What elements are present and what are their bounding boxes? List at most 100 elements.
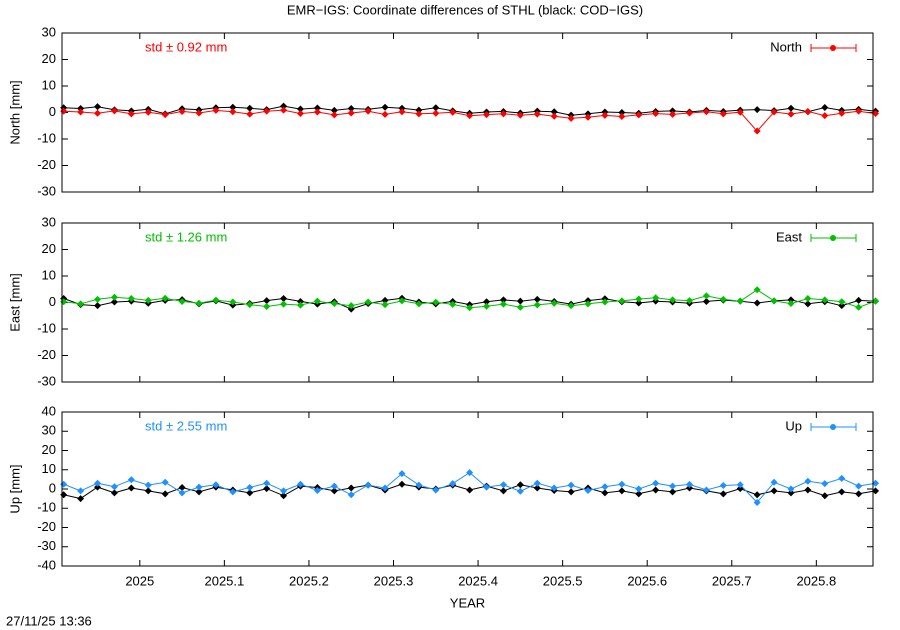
data-point [601,489,609,497]
data-point [449,108,457,116]
data-point [804,300,812,308]
data-point [127,476,135,484]
y-tick-label: 0 [49,104,56,119]
data-point [415,110,423,118]
data-point [110,107,118,115]
data-point [483,111,491,119]
y-tick-label: -40 [37,557,56,572]
data-point [330,300,338,308]
data-point [381,103,389,111]
legend-label: East [776,229,802,244]
data-point [669,296,677,304]
data-point [635,295,643,303]
data-point [263,297,271,305]
data-point [567,302,575,310]
y-tick-label: -30 [37,373,56,388]
data-point [533,110,541,118]
data-point [347,484,355,492]
data-point [212,296,220,304]
data-point [685,109,693,117]
data-point [601,298,609,306]
data-point [110,298,118,306]
data-point [313,108,321,116]
plot-area [60,102,880,135]
data-point [483,302,491,310]
data-point [855,490,863,498]
data-point [364,481,372,489]
data-point [432,298,440,306]
data-point [178,483,186,491]
data-point [347,491,355,499]
data-point [787,110,795,118]
data-point [94,295,102,303]
data-point [635,299,643,307]
y-tick-label: -30 [37,538,56,553]
y-tick-label: -20 [37,519,56,534]
data-point [516,111,524,119]
data-point [872,479,880,487]
data-point [872,487,880,495]
data-point [685,484,693,492]
data-point [330,487,338,495]
data-point [296,301,304,309]
data-point [736,481,744,489]
plot-area [60,286,880,313]
data-point [110,293,118,301]
data-point [821,112,829,120]
data-point [635,485,643,493]
data-point [516,481,524,489]
data-point [483,298,491,306]
y-tick-label: 20 [42,241,56,256]
data-point [280,106,288,114]
data-point [398,480,406,488]
data-point [415,300,423,308]
data-point [719,482,727,490]
data-point [178,107,186,115]
x-tick-label: 2025.6 [627,573,667,588]
data-point [736,108,744,116]
data-point [398,108,406,116]
data-point [550,112,558,120]
data-point [499,296,507,304]
data-point [652,486,660,494]
data-point [296,480,304,488]
data-point [669,482,677,490]
data-point [821,103,829,111]
data-point [685,480,693,488]
data-point [483,483,491,491]
plot-frame [61,32,874,193]
data-point [770,487,778,495]
data-point [838,109,846,117]
data-point [144,487,152,495]
data-point [584,487,592,495]
data-point [178,297,186,305]
data-point [753,106,761,114]
data-point [753,498,761,506]
data-point [296,110,304,118]
data-point [280,300,288,308]
data-point [144,481,152,489]
y-tick-label: 30 [42,24,56,39]
data-point [770,478,778,486]
data-point [161,490,169,498]
data-point [94,483,102,491]
data-point [719,110,727,118]
data-point [246,483,254,491]
data-point [736,297,744,305]
data-point [364,107,372,115]
data-point [770,108,778,116]
data-point [787,300,795,308]
data-point [601,483,609,491]
data-point [787,485,795,493]
data-point [398,297,406,305]
data-point [195,299,203,307]
data-point [533,484,541,492]
data-point [804,107,812,115]
data-point [838,302,846,310]
data-point [110,483,118,491]
y-tick-label: -30 [37,183,56,198]
data-point [618,112,626,120]
data-point [855,303,863,311]
y-tick-label: -10 [37,130,56,145]
data-point [652,110,660,118]
